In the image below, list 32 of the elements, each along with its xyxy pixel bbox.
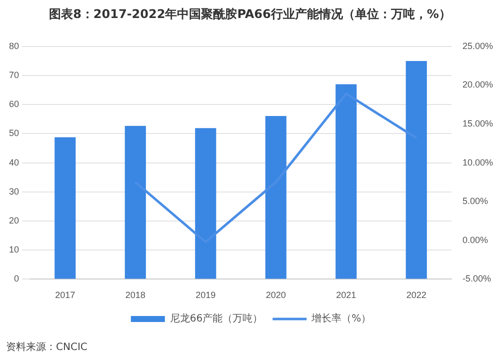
y-tick-label: 40 [8,157,20,168]
y-tick-label: 70 [8,70,20,80]
y2-tick-label: 5.00% [462,196,488,206]
bar [406,60,427,279]
y-tick-label: 50 [8,128,20,138]
y-tick-label: 80 [8,40,20,51]
bar [124,126,146,279]
y2-tick-label: 10.00% [462,157,494,168]
bar [336,84,357,279]
y-tick-label: 10 [8,244,20,255]
legend-label: 增长率（%） [310,312,372,325]
x-tick-label: 2020 [266,290,286,300]
x-tick-label: 2021 [336,290,356,300]
y2-tick-label: 20.00% [462,80,494,90]
bar [195,128,216,279]
y2-tick-label: 0.00% [462,234,488,245]
bar [54,137,76,279]
legend-label: 尼龙66产能（万吨） [170,312,263,325]
x-tick-label: 2018 [125,290,146,300]
chart-title: 图表8：2017-2022年中国聚酰胺PA66行业产能情况（单位：万吨，%） [48,6,452,23]
y2-tick-label: 15.00% [462,118,494,128]
x-tick-label: 2022 [406,290,426,300]
x-tick-label: 2017 [55,290,76,300]
text: 资料来源：CNCIC [6,340,88,354]
x-tick-label: 2019 [196,290,216,300]
y-tick-label: 20 [8,215,20,226]
y2-tick-label: -5.00% [462,274,492,284]
y-tick-label: 0 [14,274,20,284]
y-tick-label: 30 [8,186,20,196]
bar [265,116,286,279]
y-tick-label: 60 [8,99,20,110]
y2-tick-label: 25.00% [462,40,494,51]
